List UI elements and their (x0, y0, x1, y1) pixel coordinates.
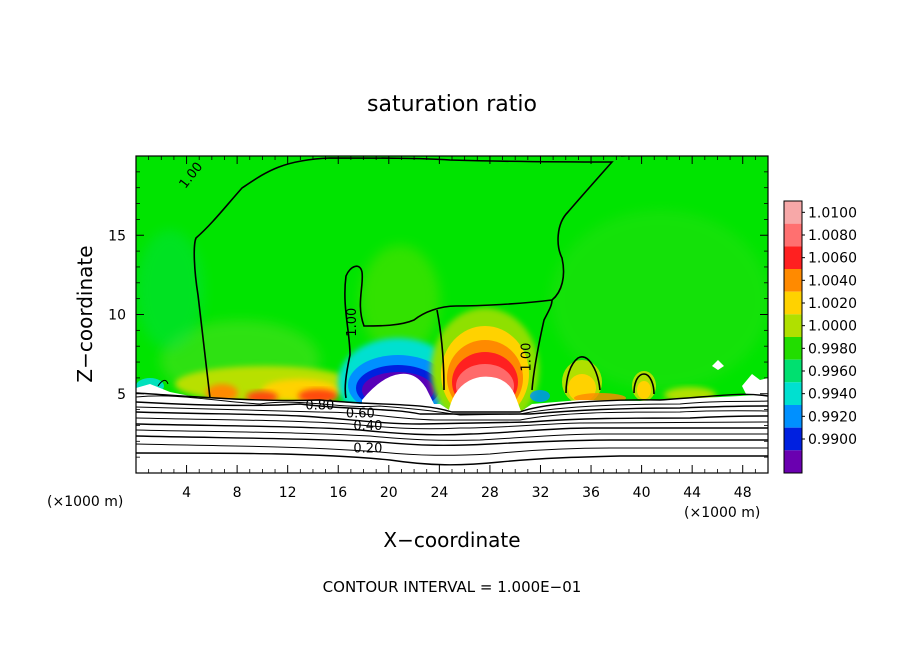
colorbar-swatch (784, 382, 802, 405)
chart-title: saturation ratio (367, 92, 537, 117)
lower-contours (136, 392, 768, 466)
x-tick-label: 16 (329, 485, 347, 501)
colorbar-swatch (784, 314, 802, 337)
colorbar: 1.0100 1.0080 1.0060 1.0040 1.0020 1.0000 0.99… (783, 200, 857, 474)
contour-line (136, 429, 768, 441)
contour-label: 1.00 (519, 343, 534, 372)
colorbar-swatch (784, 291, 802, 315)
contour-line (136, 423, 768, 436)
colorbar-label: 1.0000 (808, 319, 857, 335)
x-tick-label: 28 (481, 485, 499, 501)
unity-contours (157, 156, 655, 399)
colorbar-swatch (784, 405, 802, 428)
field-shading (136, 210, 768, 432)
contour-line (136, 401, 768, 415)
contour-line (565, 356, 601, 394)
colorbar-frame (783, 200, 803, 474)
contour-label: 1.00 (345, 308, 360, 337)
y-axis-label: Z−coordinate (73, 245, 97, 382)
x-tick-label: 36 (582, 485, 600, 501)
field-patch (637, 381, 651, 399)
colorbar-swatch (784, 246, 802, 269)
colorbar-swatch (784, 359, 802, 383)
field-patch (298, 389, 338, 403)
colorbar-swatch (784, 201, 802, 224)
contour-interval-note: CONTOUR INTERVAL = 1.000E−01 (323, 578, 582, 596)
contour-label: 0.80 (305, 399, 334, 414)
x-tick-label: 24 (430, 485, 448, 501)
y-tick-label: 15 (108, 228, 126, 244)
field-patch (136, 230, 204, 350)
x-axis-unit-right: (×1000 m) (684, 505, 760, 521)
field-patch (550, 210, 768, 390)
contour-label: 0.20 (353, 441, 382, 456)
contour-line (136, 452, 768, 466)
colorbar-label: 0.9940 (808, 387, 857, 403)
colorbar-label: 0.9980 (808, 341, 857, 357)
colorbar-swatch (784, 223, 802, 247)
y-axis: 5 10 15 (108, 171, 768, 458)
colorbar-label: 0.9920 (808, 409, 857, 425)
contour-line (136, 411, 768, 425)
dry-region (448, 376, 522, 414)
x-tick-label: 40 (633, 485, 651, 501)
field-patch (360, 245, 440, 355)
colorbar-label: 1.0080 (808, 228, 857, 244)
colorbar-label: 1.0040 (808, 273, 857, 289)
x-axis-label: X−coordinate (383, 528, 520, 552)
x-tick-label: 4 (182, 485, 191, 501)
x-axis-unit-left: (×1000 m) (47, 494, 123, 510)
colorbar-swatch (784, 427, 802, 451)
x-tick-label: 32 (532, 485, 550, 501)
x-tick-label: 44 (683, 485, 701, 501)
colorbar-swatch (784, 450, 802, 473)
colorbar-label: 1.0060 (808, 251, 857, 267)
colorbar-label: 0.9960 (808, 364, 857, 380)
contour-line (136, 417, 768, 430)
colorbar-swatch (784, 337, 802, 360)
contour-line (436, 299, 553, 391)
contour-line (136, 406, 768, 421)
x-tick-label: 8 (233, 485, 242, 501)
dry-region (742, 374, 768, 396)
contour-line (633, 373, 655, 395)
contour-line (136, 443, 768, 456)
colorbar-label: 1.0020 (808, 296, 857, 312)
colorbar-label: 1.0100 (808, 205, 857, 221)
plot-area (136, 156, 768, 473)
y-tick-label: 10 (108, 308, 126, 324)
colorbar-label: 0.9900 (808, 432, 857, 448)
dry-region (362, 373, 434, 404)
contour-line (136, 392, 768, 413)
contour-label: 0.60 (346, 407, 375, 422)
contour-line (136, 395, 768, 416)
y-tick-label: 5 (117, 387, 126, 403)
dry-region (712, 360, 724, 370)
x-axis: 4 8 12 16 20 24 28 32 36 40 44 48 (148, 156, 756, 501)
contour-label: 0.40 (353, 419, 382, 434)
x-tick-label: 12 (279, 485, 297, 501)
contour-line (136, 435, 768, 446)
x-tick-label: 48 (734, 485, 752, 501)
contour-line (157, 379, 169, 387)
colorbar-swatch (784, 269, 802, 292)
x-tick-label: 20 (380, 485, 398, 501)
contour-line (193, 157, 614, 399)
field-patch (530, 390, 550, 402)
